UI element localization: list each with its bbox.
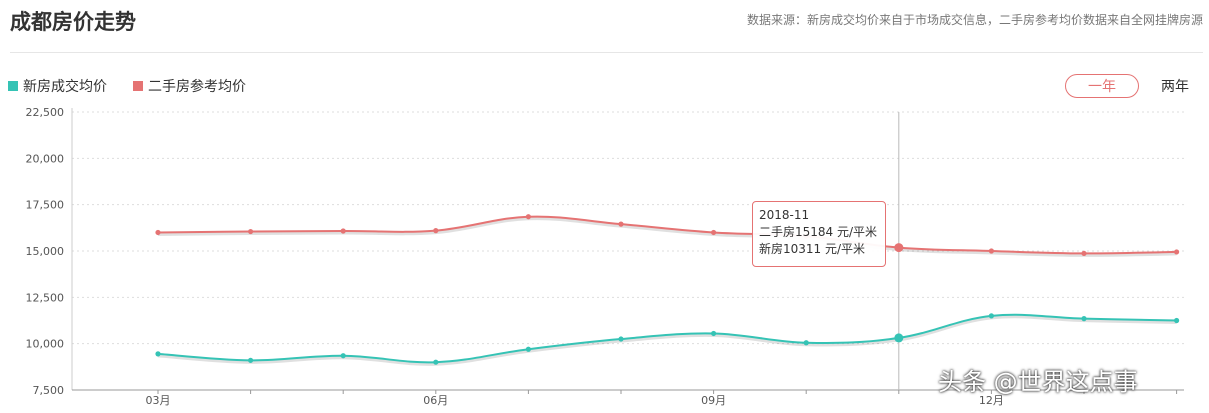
data-point-second-hand [894, 243, 904, 253]
tooltip-new-house: 新房10311 元/平米 [759, 242, 866, 256]
data-point-second-hand [988, 248, 995, 254]
data-point-second-hand [433, 228, 439, 234]
series-shadow-new-house [157, 315, 1177, 366]
data-point-second-hand [711, 229, 717, 236]
data-point-new-house [894, 333, 904, 343]
data-point-new-house [340, 353, 346, 359]
legend-item-new-house[interactable]: 新房成交均价 [8, 76, 107, 96]
page-title: 成都房价走势 [10, 10, 136, 34]
data-point-second-hand [155, 229, 161, 236]
x-tick-label: 12月 [979, 394, 1004, 407]
legend-swatch-new-house [8, 81, 18, 91]
data-point-second-hand [618, 221, 624, 227]
watermark: 头条 @世界这点事 [938, 368, 1138, 396]
data-point-new-house [525, 346, 532, 352]
x-tick-label: 03月 [146, 394, 171, 407]
range-toggle: 一年 两年 [1065, 74, 1189, 98]
data-point-second-hand [1081, 250, 1087, 257]
y-tick-label: 12,500 [26, 291, 65, 304]
data-point-new-house [988, 313, 995, 319]
y-tick-label: 22,500 [26, 106, 65, 119]
data-point-new-house [1081, 316, 1087, 322]
data-point-new-house [248, 357, 254, 363]
range-two-year-button[interactable]: 两年 [1161, 79, 1189, 95]
data-point-new-house [803, 340, 809, 346]
data-point-new-house [1174, 317, 1180, 324]
y-tick-label: 17,500 [26, 199, 65, 212]
legend-label-new-house: 新房成交均价 [23, 79, 107, 95]
data-point-second-hand [248, 228, 254, 235]
y-tick-label: 7,500 [33, 384, 65, 397]
data-source-note: 数据来源：新房成交均价来自于市场成交信息，二手房参考均价数据来自全网挂牌房源 [746, 13, 1203, 27]
data-point-new-house [618, 336, 624, 342]
series-line-new-house [157, 313, 1177, 364]
y-tick-label: 20,000 [26, 152, 65, 165]
tooltip-date: 2018-11 [759, 208, 810, 222]
data-point-second-hand [340, 228, 346, 234]
data-point-new-house [711, 330, 717, 337]
series-shadow-second-hand [157, 217, 1177, 257]
data-point-second-hand [1174, 249, 1180, 255]
x-tick-label: 06月 [423, 394, 448, 407]
header-divider [10, 52, 1203, 53]
data-point-new-house [155, 351, 161, 357]
data-point-second-hand [525, 214, 532, 220]
y-tick-label: 15,000 [26, 245, 65, 258]
y-tick-label: 10,000 [26, 338, 65, 351]
range-one-year-button[interactable]: 一年 [1065, 74, 1139, 98]
legend-swatch-second-hand [133, 81, 143, 91]
series-line-second-hand [157, 215, 1177, 255]
x-tick-label: 09月 [701, 394, 726, 407]
legend-label-second-hand: 二手房参考均价 [148, 79, 246, 95]
chart-legend: 新房成交均价 二手房参考均价 [8, 76, 272, 96]
legend-item-second-hand[interactable]: 二手房参考均价 [133, 76, 246, 96]
data-point-new-house [433, 359, 439, 365]
chart-tooltip: 2018-11 二手房15184 元/平米 新房10311 元/平米 [752, 201, 886, 267]
tooltip-second-hand: 二手房15184 元/平米 [759, 225, 878, 239]
